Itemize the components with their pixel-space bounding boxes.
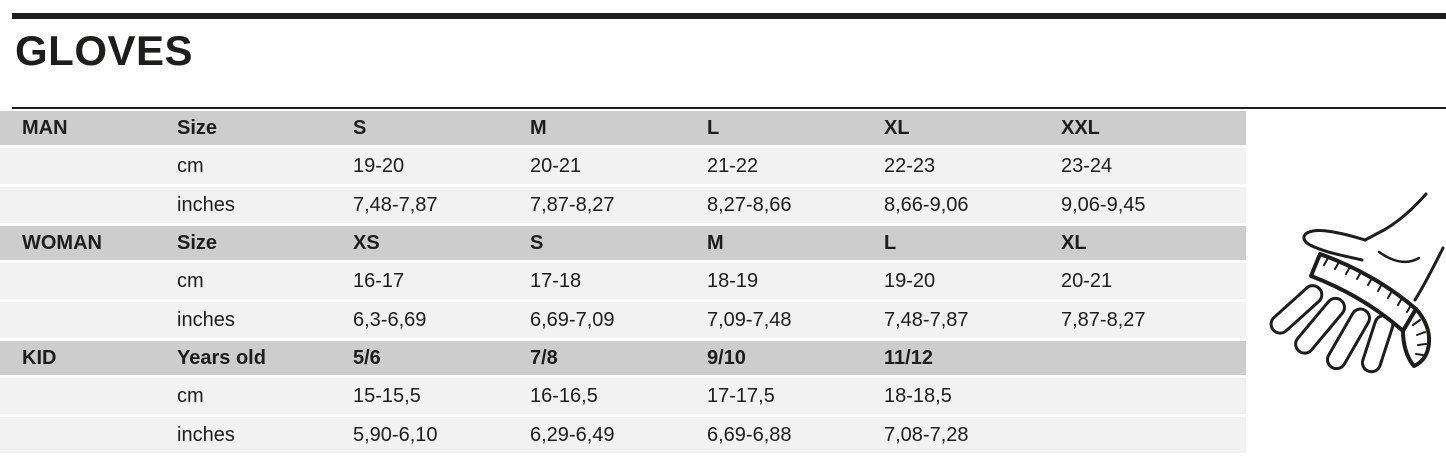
finger-outline	[1326, 307, 1371, 371]
cm-value-cell: 16-16,5	[530, 384, 598, 407]
measure-label: cm	[177, 269, 204, 292]
inches-value-cell: 9,06-9,45	[1061, 193, 1146, 216]
cm-value-cell: 18-19	[707, 269, 759, 292]
palm-crease-line	[1377, 250, 1421, 264]
inches-value-cell: 6,29-6,49	[530, 423, 615, 446]
measure-label: cm	[177, 384, 204, 407]
finger-outline	[1294, 296, 1347, 355]
size-header-cell: S	[530, 231, 544, 254]
cm-value-cell: 15-15,5	[353, 384, 421, 407]
tape-tick-marks	[1323, 257, 1412, 313]
inches-value-cell: 7,09-7,48	[707, 308, 792, 331]
section-header-row: KID Years old 5/6 7/8 9/10 11/12	[0, 341, 1246, 375]
cm-value-cell: 22-23	[884, 154, 936, 177]
size-table: MAN Size S M L XL XXL cm 19-20 20-21 21-22 22-23 23-…	[0, 111, 1246, 456]
inches-value-cell: 7,48-7,87	[884, 308, 969, 331]
inches-value-cell: 7,87-8,27	[1061, 308, 1146, 331]
inches-value-cell: 5,90-6,10	[353, 423, 438, 446]
cm-value-cell: 17-18	[530, 269, 582, 292]
cm-value-cell: 20-21	[1061, 269, 1113, 292]
inches-row: inches 5,90-6,10 6,29-6,49 6,69-6,88 7,08-7,…	[0, 417, 1246, 453]
size-header-cell: XS	[353, 231, 380, 254]
column-label: Years old	[177, 346, 266, 369]
inches-row: inches 7,48-7,87 7,87-8,27 8,27-8,66 8,66-9,…	[0, 187, 1246, 223]
finger-outline	[1269, 284, 1324, 335]
inches-value-cell: 8,27-8,66	[707, 193, 792, 216]
cm-row: cm 15-15,5 16-16,5 17-17,5 18-18,5	[0, 378, 1246, 414]
column-label: Size	[177, 116, 218, 139]
section-header-row: MAN Size S M L XL XXL	[0, 111, 1246, 145]
inches-value-cell: 8,66-9,06	[884, 193, 969, 216]
hand-outer-edge-line	[1413, 246, 1445, 302]
measure-label: inches	[177, 308, 235, 331]
inches-value-cell: 7,08-7,28	[884, 423, 969, 446]
cm-value-cell: 19-20	[353, 154, 405, 177]
size-header-cell: XL	[884, 116, 910, 139]
section-label: MAN	[22, 116, 68, 139]
size-header-cell: 9/10	[707, 346, 746, 369]
cm-value-cell: 23-24	[1061, 154, 1113, 177]
inches-value-cell: 6,69-6,88	[707, 423, 792, 446]
cm-value-cell: 16-17	[353, 269, 405, 292]
size-header-cell: 11/12	[884, 346, 933, 369]
size-header-cell: L	[707, 116, 720, 139]
measuring-tape-tail	[1401, 307, 1432, 368]
inches-value-cell: 7,87-8,27	[530, 193, 615, 216]
top-divider	[12, 13, 1446, 19]
section-label: KID	[22, 346, 57, 369]
inches-value-cell: 7,48-7,87	[353, 193, 438, 216]
title-divider	[12, 107, 1446, 109]
inches-row: inches 6,3-6,69 6,69-7,09 7,09-7,48 7,48-7,8…	[0, 302, 1246, 338]
hand-wrist-line	[1361, 192, 1428, 243]
section-label: WOMAN	[22, 231, 102, 254]
cm-row: cm 16-17 17-18 18-19 19-20 20-21	[0, 263, 1246, 299]
cm-value-cell: 17-17,5	[707, 384, 775, 407]
thumb-outline	[1302, 229, 1367, 262]
size-header-cell: M	[530, 116, 547, 139]
cm-value-cell: 18-18,5	[884, 384, 952, 407]
cm-value-cell: 21-22	[707, 154, 759, 177]
inches-value-cell: 6,3-6,69	[353, 308, 427, 331]
page-title: GLOVES	[15, 27, 194, 74]
column-label: Size	[177, 231, 218, 254]
measure-label: inches	[177, 193, 235, 216]
cm-value-cell: 19-20	[884, 269, 936, 292]
size-header-cell: L	[884, 231, 897, 254]
size-header-cell: 5/6	[353, 346, 381, 369]
size-header-cell: 7/8	[530, 346, 558, 369]
section-header-row: WOMAN Size XS S M L XL	[0, 226, 1246, 260]
measure-label: cm	[177, 154, 204, 177]
size-header-cell: XXL	[1061, 116, 1100, 139]
size-header-cell: M	[707, 231, 724, 254]
measure-label: inches	[177, 423, 235, 446]
cm-row: cm 19-20 20-21 21-22 22-23 23-24	[0, 148, 1246, 184]
cm-value-cell: 20-21	[530, 154, 582, 177]
size-header-cell: XL	[1061, 231, 1087, 254]
hand-measuring-tape-illustration	[1269, 192, 1445, 374]
fingers-group	[1269, 284, 1395, 374]
size-header-cell: S	[353, 116, 367, 139]
tape-tail-tick-marks	[1412, 319, 1427, 356]
inches-value-cell: 6,69-7,09	[530, 308, 615, 331]
